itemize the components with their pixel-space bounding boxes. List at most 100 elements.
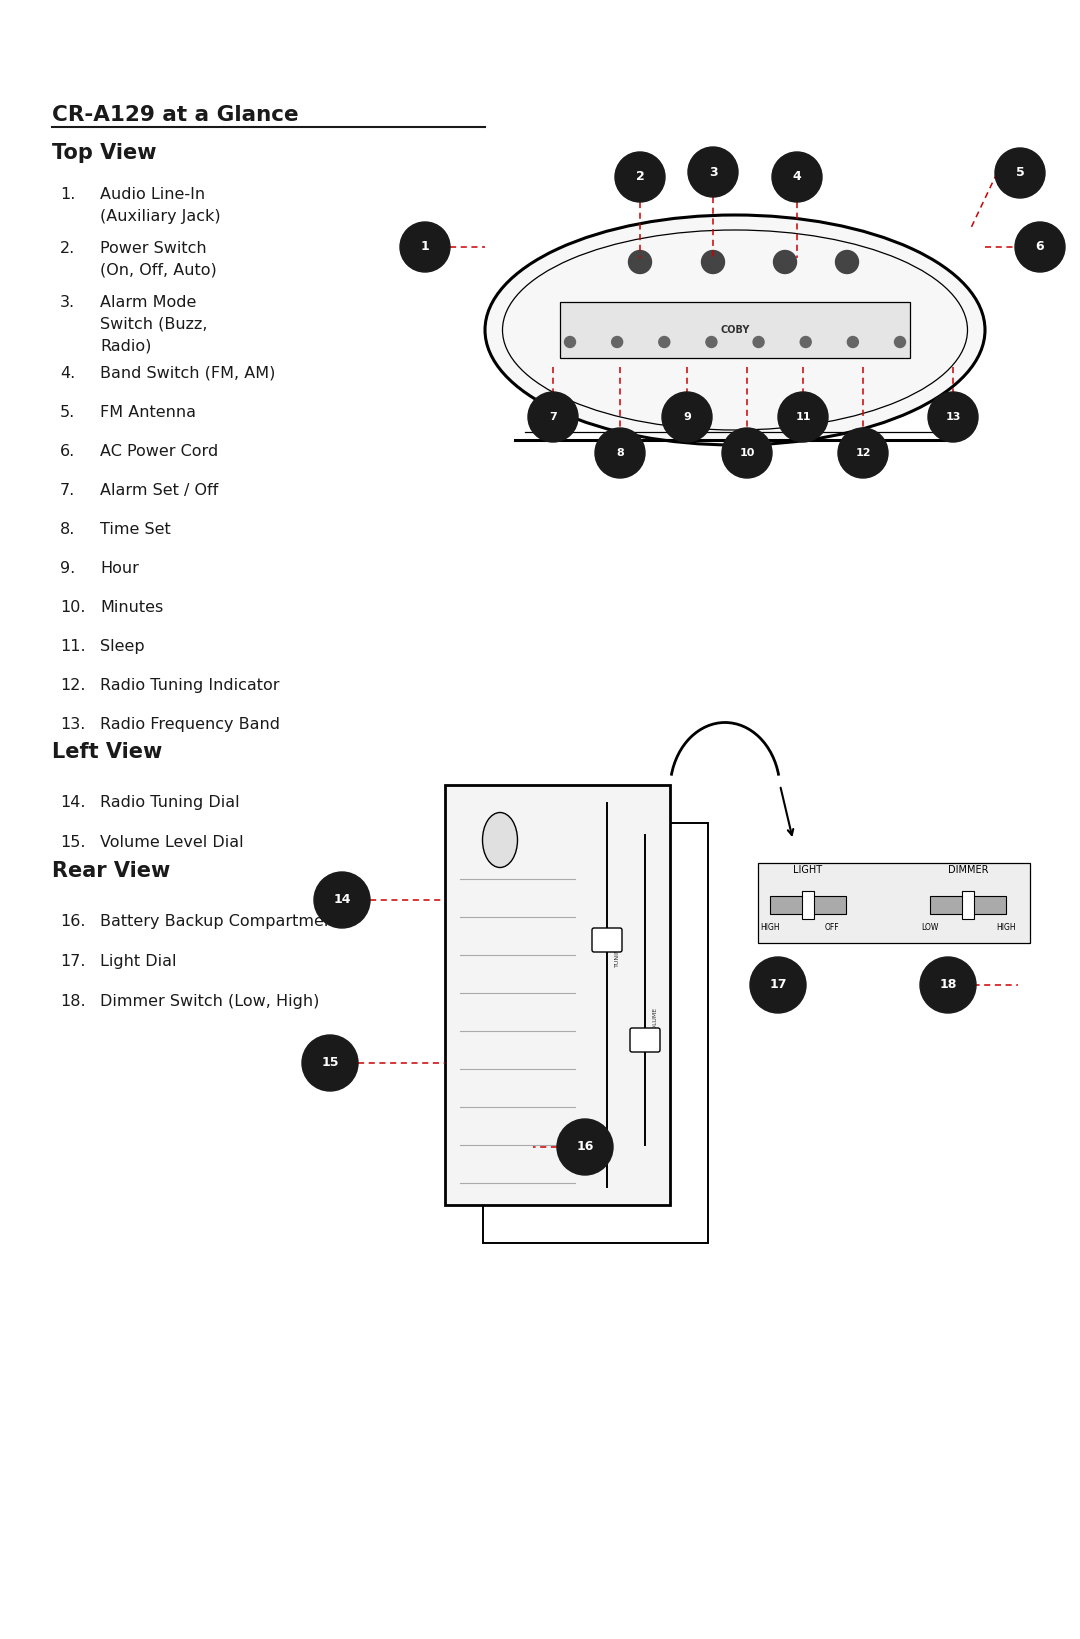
Text: 2.: 2. <box>60 241 76 256</box>
Text: 13.: 13. <box>60 716 85 733</box>
Text: Page 8: Page 8 <box>54 1601 116 1619</box>
Text: 5: 5 <box>1015 167 1024 180</box>
Circle shape <box>836 251 859 274</box>
Circle shape <box>565 336 576 347</box>
Bar <box>483 823 708 1242</box>
Text: 14.: 14. <box>60 795 85 810</box>
Circle shape <box>557 1119 613 1175</box>
Text: Coby Electronics Corporation: Coby Electronics Corporation <box>765 1601 1026 1619</box>
Text: Battery Backup Compartment: Battery Backup Compartment <box>100 915 340 929</box>
Text: 18: 18 <box>940 978 957 992</box>
Text: 17.: 17. <box>60 954 85 969</box>
Circle shape <box>800 336 811 347</box>
Text: Hour: Hour <box>100 561 139 575</box>
Text: 7: 7 <box>549 411 557 421</box>
Circle shape <box>778 392 828 443</box>
Text: GETTING STARTED: GETTING STARTED <box>325 20 755 62</box>
Text: 6.: 6. <box>60 444 76 459</box>
Text: 4: 4 <box>793 170 801 184</box>
Circle shape <box>615 152 665 202</box>
Text: HIGH: HIGH <box>760 923 780 933</box>
Text: Band Switch (FM, AM): Band Switch (FM, AM) <box>100 365 275 380</box>
Circle shape <box>894 336 905 347</box>
Circle shape <box>995 148 1045 198</box>
Text: Alarm Mode
Switch (Buzz,
Radio): Alarm Mode Switch (Buzz, Radio) <box>100 295 207 352</box>
Circle shape <box>772 152 822 202</box>
Circle shape <box>659 336 670 347</box>
Text: Radio Tuning Dial: Radio Tuning Dial <box>100 795 240 810</box>
Text: 12.: 12. <box>60 679 85 693</box>
Circle shape <box>753 336 764 347</box>
Circle shape <box>928 392 978 443</box>
Text: 6: 6 <box>1036 241 1044 254</box>
Text: AC Power Cord: AC Power Cord <box>100 444 218 459</box>
Ellipse shape <box>485 215 985 446</box>
Text: 14: 14 <box>334 893 351 906</box>
Text: 9.: 9. <box>60 561 76 575</box>
Circle shape <box>1015 221 1065 272</box>
Circle shape <box>314 872 370 928</box>
Circle shape <box>773 251 797 274</box>
Circle shape <box>302 1034 357 1092</box>
Text: 3: 3 <box>708 166 717 179</box>
Bar <box>561 302 910 357</box>
Text: Sleep: Sleep <box>100 639 145 654</box>
Text: LIGHT: LIGHT <box>794 865 823 875</box>
Text: 13: 13 <box>945 411 961 421</box>
Ellipse shape <box>483 813 517 867</box>
Circle shape <box>629 251 651 274</box>
Text: OFF: OFF <box>825 923 839 933</box>
Text: 17: 17 <box>769 978 786 992</box>
Text: 8.: 8. <box>60 521 76 538</box>
Text: Top View: Top View <box>52 143 157 162</box>
FancyBboxPatch shape <box>592 928 622 952</box>
Bar <box>758 864 1030 942</box>
Bar <box>445 785 670 1205</box>
Circle shape <box>706 336 717 347</box>
Text: Audio Line-In
(Auxiliary Jack): Audio Line-In (Auxiliary Jack) <box>100 187 220 223</box>
Text: Radio Tuning Indicator: Radio Tuning Indicator <box>100 679 280 693</box>
Text: Light Dial: Light Dial <box>100 954 176 969</box>
Circle shape <box>528 392 578 443</box>
Circle shape <box>750 957 806 1013</box>
Text: 16: 16 <box>577 1141 594 1154</box>
Bar <box>930 897 1005 915</box>
Circle shape <box>838 428 888 479</box>
FancyBboxPatch shape <box>630 1028 660 1052</box>
Text: VOLUME: VOLUME <box>652 1006 658 1033</box>
Text: Dimmer Switch (Low, High): Dimmer Switch (Low, High) <box>100 993 320 1010</box>
Text: Radio Frequency Band: Radio Frequency Band <box>100 716 280 733</box>
Text: CR-A129 at a Glance: CR-A129 at a Glance <box>52 105 299 125</box>
Text: 15: 15 <box>321 1057 339 1070</box>
Text: Rear View: Rear View <box>52 860 171 882</box>
Circle shape <box>723 428 772 479</box>
Text: Time Set: Time Set <box>100 521 171 538</box>
Text: 2: 2 <box>636 170 645 184</box>
Text: 4.: 4. <box>60 365 76 380</box>
Text: LOW: LOW <box>921 923 939 933</box>
Text: HIGH: HIGH <box>996 923 1016 933</box>
Text: 8: 8 <box>616 447 624 457</box>
Circle shape <box>920 957 976 1013</box>
Text: Power Switch
(On, Off, Auto): Power Switch (On, Off, Auto) <box>100 241 217 277</box>
Text: 5.: 5. <box>60 405 76 420</box>
Text: 11.: 11. <box>60 639 85 654</box>
Text: 10: 10 <box>740 447 755 457</box>
Text: 12: 12 <box>855 447 870 457</box>
Text: 18.: 18. <box>60 993 85 1010</box>
Circle shape <box>688 148 738 197</box>
Text: 16.: 16. <box>60 915 85 929</box>
Bar <box>770 897 846 915</box>
Text: Alarm Set / Off: Alarm Set / Off <box>100 484 218 498</box>
Circle shape <box>848 336 859 347</box>
Text: 9: 9 <box>683 411 691 421</box>
Circle shape <box>702 251 725 274</box>
Text: 1.: 1. <box>60 187 76 202</box>
Text: DIMMER: DIMMER <box>948 865 988 875</box>
Text: TUNING: TUNING <box>615 942 620 967</box>
Text: Left View: Left View <box>52 742 162 762</box>
Bar <box>802 892 814 919</box>
Circle shape <box>595 428 645 479</box>
Text: FM Antenna: FM Antenna <box>100 405 195 420</box>
Text: Minutes: Minutes <box>100 600 163 615</box>
